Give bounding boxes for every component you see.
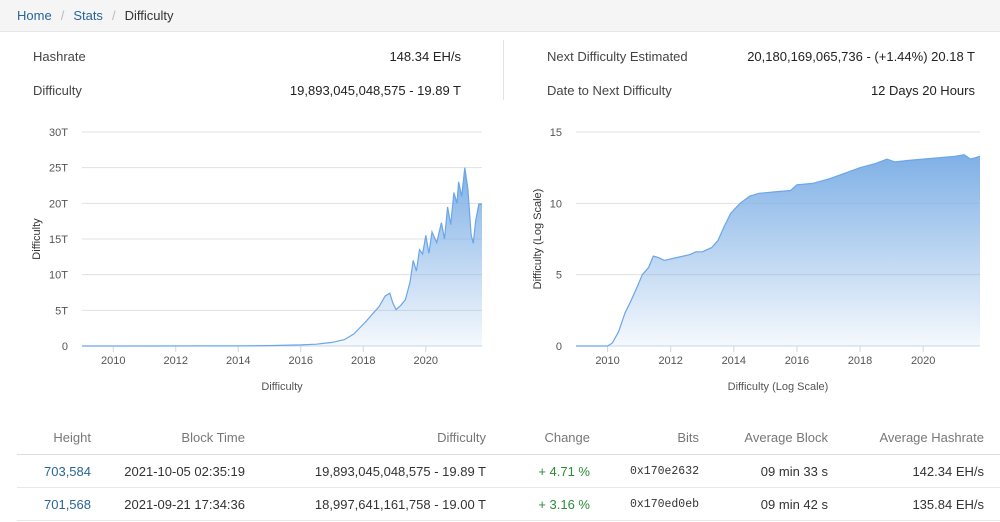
x-tick-label: 2014 <box>722 355 746 367</box>
y-axis-title: Difficulty (Log Scale) <box>532 189 544 290</box>
difficulty-table: Height Block Time Difficulty Change Bits… <box>17 420 1000 521</box>
y-tick-label: 0 <box>62 341 68 353</box>
average-hashrate: 142.34 EH/s <box>912 463 984 479</box>
x-tick-label: 2014 <box>226 355 250 367</box>
header-bits[interactable]: Bits <box>677 429 699 445</box>
y-tick-label: 15 <box>550 127 562 139</box>
x-tick-label: 2016 <box>785 355 809 367</box>
y-tick-label: 25T <box>49 163 68 175</box>
breadcrumb-current: Difficulty <box>124 8 174 23</box>
difficulty-line <box>576 154 981 347</box>
breadcrumb-separator: / <box>60 8 65 23</box>
next-difficulty-value: 20,180,169,065,736 - (+1.44%) 20.18 T <box>747 49 975 64</box>
breadcrumb-stats[interactable]: Stats <box>73 8 103 23</box>
x-tick-label: 2018 <box>848 355 872 367</box>
y-tick-label: 10T <box>49 270 68 282</box>
difficulty-log-chart: 0 5 10 15 2010 2012 2014 2016 2018 2020 Difficulty… <box>532 127 981 393</box>
y-tick-label: 20T <box>49 198 68 210</box>
header-average-block[interactable]: Average Block <box>744 429 828 445</box>
x-tick-label: 2016 <box>289 355 313 367</box>
x-tick-label: 2010 <box>101 355 125 367</box>
stats-divider <box>503 40 504 100</box>
y-tick-label: 5T <box>55 305 68 317</box>
x-tick-label: 2018 <box>351 355 375 367</box>
header-change[interactable]: Change <box>544 429 590 445</box>
difficulty-change: + 4.71 % <box>538 463 590 479</box>
average-block-time: 09 min 33 s <box>760 463 828 479</box>
average-block-time: 09 min 42 s <box>760 496 828 512</box>
table-row: 701,568 2021-09-21 17:34:36 18,997,641,1… <box>17 488 1000 521</box>
header-block-time[interactable]: Block Time <box>181 429 245 445</box>
x-tick-label: 2012 <box>164 355 188 367</box>
hashrate-label: Hashrate <box>33 49 86 64</box>
x-tick-label: 2010 <box>595 355 619 367</box>
x-tick-label: 2020 <box>414 355 438 367</box>
header-average-hashrate[interactable]: Average Hashrate <box>879 429 984 445</box>
block-time: 2021-09-21 17:34:36 <box>124 496 245 512</box>
x-axis-title: Difficulty <box>261 381 303 393</box>
difficulty-area <box>576 154 980 346</box>
table-header: Height Block Time Difficulty Change Bits… <box>17 420 1000 455</box>
y-tick-label: 15T <box>49 234 68 246</box>
difficulty-value: 19,893,045,048,575 - 19.89 T <box>289 83 461 98</box>
block-difficulty: 19,893,045,048,575 - 19.89 T <box>314 463 486 479</box>
block-time: 2021-10-05 02:35:19 <box>124 463 245 479</box>
next-difficulty-label: Next Difficulty Estimated <box>547 49 688 64</box>
x-tick-label: 2020 <box>911 355 935 367</box>
header-difficulty[interactable]: Difficulty <box>437 429 486 445</box>
difficulty-label: Difficulty <box>33 83 82 98</box>
average-hashrate: 135.84 EH/s <box>912 496 984 512</box>
header-height[interactable]: Height <box>53 429 91 445</box>
next-difficulty-date-label: Date to Next Difficulty <box>547 83 672 98</box>
y-axis-title: Difficulty <box>31 218 43 260</box>
next-difficulty-date-value: 12 Days 20 Hours <box>870 83 975 98</box>
breadcrumb-separator: / <box>111 8 116 23</box>
hashrate-value: 148.34 EH/s <box>389 49 461 64</box>
block-difficulty: 18,997,641,161,758 - 19.00 T <box>314 496 486 512</box>
difficulty-area <box>82 167 482 346</box>
y-tick-label: 0 <box>556 341 562 353</box>
block-height-link[interactable]: 701,568 <box>44 496 91 512</box>
breadcrumb: Home / Stats / Difficulty <box>0 0 1000 32</box>
y-tick-label: 30T <box>49 127 68 139</box>
y-tick-label: 5 <box>556 270 562 282</box>
table-row: 703,584 2021-10-05 02:35:19 19,893,045,0… <box>17 455 1000 488</box>
x-axis-title: Difficulty (Log Scale) <box>728 381 829 393</box>
y-tick-label: 10 <box>550 198 562 210</box>
difficulty-change: + 3.16 % <box>538 496 590 512</box>
difficulty-line <box>82 167 483 347</box>
x-tick-label: 2012 <box>658 355 682 367</box>
breadcrumb-home[interactable]: Home <box>17 8 52 23</box>
difficulty-chart: 0 5T 10T 15T 20T 25T 30T 2010 2012 2014 2016 2018 20… <box>31 127 483 393</box>
block-bits: 0x170e2632 <box>629 464 699 478</box>
block-bits: 0x170ed0eb <box>629 497 699 511</box>
block-height-link[interactable]: 703,584 <box>44 463 91 479</box>
